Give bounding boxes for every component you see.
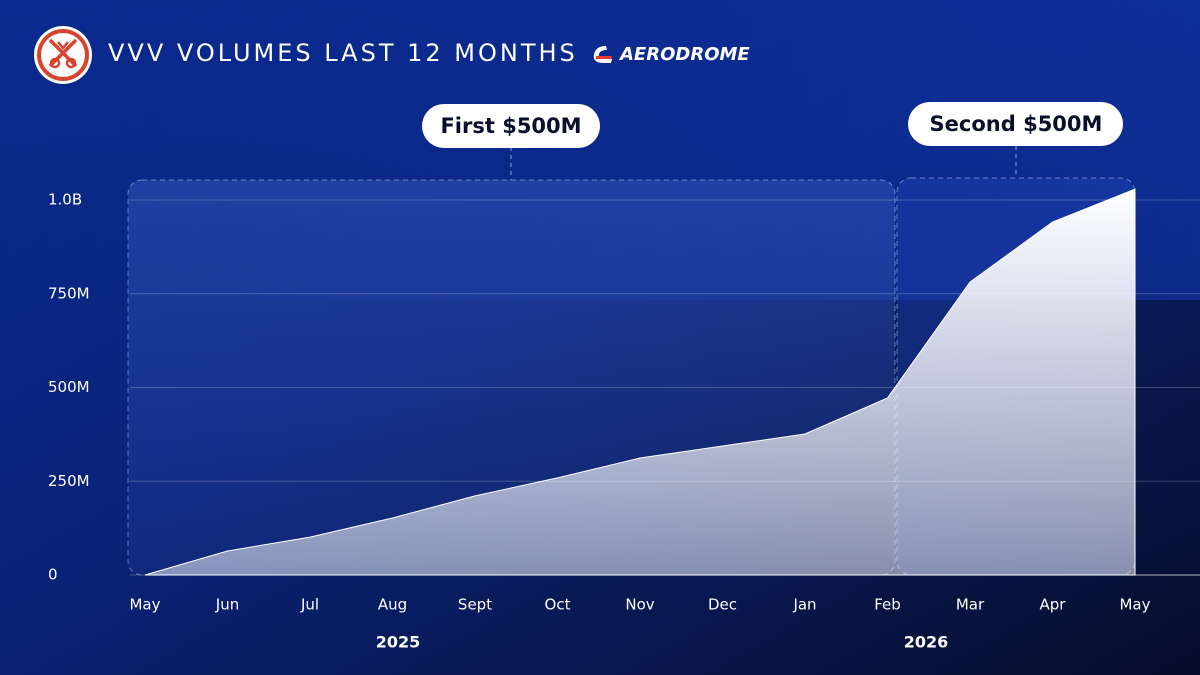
- annotation: First $500M: [440, 114, 581, 138]
- area: [144, 188, 1136, 576]
- x-tick-label: Sept: [458, 596, 492, 614]
- year-label: 2025: [376, 633, 421, 652]
- x-tick-label: Jun: [215, 596, 239, 614]
- y-tick-label: 750M: [48, 284, 90, 302]
- year-label: 2026: [904, 633, 949, 652]
- x-tick-label: May: [129, 596, 160, 614]
- x-tick-label: Jul: [300, 596, 319, 614]
- x-tick-label: Feb: [874, 596, 901, 614]
- x-tick-label: Jan: [792, 596, 816, 614]
- x-tick-label: Oct: [545, 596, 571, 614]
- x-tick-label: Mar: [956, 596, 985, 614]
- logo: [34, 26, 92, 84]
- annotation-pill: [422, 104, 600, 148]
- x-tick-label: Aug: [378, 596, 407, 614]
- y-tick-label: 500M: [48, 378, 90, 396]
- x-tick-label: Nov: [625, 596, 654, 614]
- y-tick-label: 250M: [48, 472, 90, 490]
- y-tick-label: 0: [48, 566, 58, 584]
- annotation: Second $500M: [930, 112, 1103, 136]
- annotation-pill: [908, 102, 1123, 146]
- brand: AERODROME: [618, 44, 750, 65]
- chart-title: VVV VOLUMES LAST 12 MONTHS: [108, 39, 578, 67]
- x-tick-label: Dec: [708, 596, 737, 614]
- y-tick-label: 1.0B: [48, 191, 82, 209]
- brand-logo: [593, 46, 612, 63]
- x-tick-label: Apr: [1040, 596, 1067, 614]
- x-tick-label: May: [1119, 596, 1150, 614]
